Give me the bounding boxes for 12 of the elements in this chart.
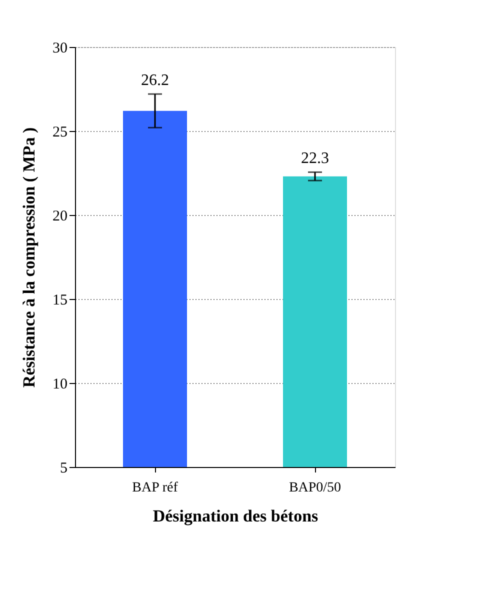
y-tick-label: 30 (52, 40, 68, 56)
data-label: 22.3 (301, 150, 329, 168)
y-axis-title: Résistance à la compression ( MPa ) (20, 127, 38, 388)
x-tick-label: BAP réf (132, 480, 178, 496)
y-tick-label: 25 (52, 124, 68, 140)
x-axis-title: Désignation des bétons (152, 506, 319, 526)
data-label: 26.2 (141, 72, 169, 90)
x-tick-label: BAP0/50 (288, 480, 342, 496)
y-tick-label: 15 (52, 292, 68, 308)
y-tick-label: 20 (52, 208, 68, 224)
y-tick-label: 5 (60, 460, 68, 476)
y-tick-label: 10 (52, 376, 68, 392)
